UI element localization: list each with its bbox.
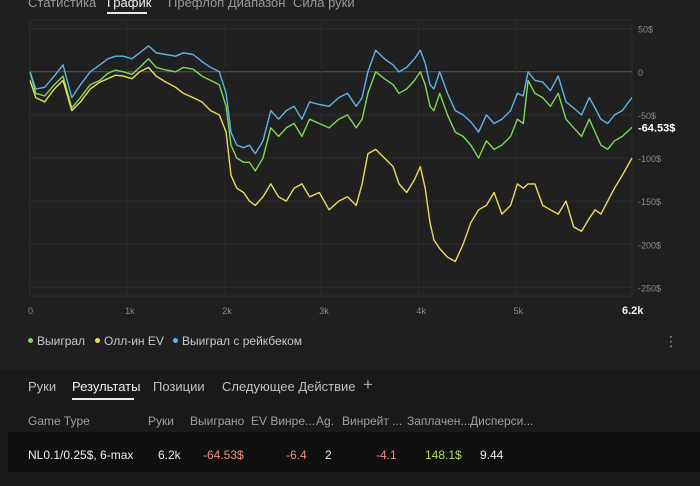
y-tick-label: -200$	[638, 240, 661, 250]
series-line-3	[29, 45, 633, 155]
legend-item-won-rakeback[interactable]: Выиграл с рейкбеком	[173, 334, 302, 348]
active-tab-indicator	[107, 12, 147, 14]
legend-dot-blue	[173, 338, 178, 344]
column-header-paid[interactable]: Заплачен...	[407, 414, 471, 428]
x-tick-label: 0	[28, 306, 33, 316]
legend-item-allin-ev[interactable]: Олл-ин EV	[95, 334, 164, 348]
results-panel: Руки Результаты Позиции Следующее Действ…	[0, 370, 700, 486]
y-tick-label: 0	[638, 68, 643, 78]
tab-positions[interactable]: Позиции	[153, 379, 205, 394]
more-vertical-icon[interactable]: ⋮	[664, 333, 678, 349]
column-header-won[interactable]: Выиграно	[190, 414, 245, 428]
top-tab-bar: Статистика График Префлоп Диапазон Сила …	[0, 0, 700, 14]
tab-preflop-range[interactable]: Префлоп Диапазон	[168, 0, 286, 10]
column-header-aggression[interactable]: Ag.	[316, 414, 335, 428]
legend-dot-yellow	[95, 338, 100, 344]
cell-ev-winrate: -6.4	[286, 448, 307, 462]
series-line-2	[29, 66, 633, 263]
x-tick-label: 4k	[416, 306, 426, 316]
table-row[interactable]: NL0.1/0.25$, 6-max 6.2k -64.53$ -6.4 2 -…	[8, 432, 700, 472]
cell-aggression: 2	[325, 448, 332, 462]
cell-winrate: -4.1	[376, 448, 397, 462]
y-tick-label: -100$	[638, 154, 661, 164]
active-subtab-indicator	[72, 398, 134, 400]
end-value-label: -64.53$	[638, 122, 675, 134]
column-header-ev-winrate[interactable]: EV Винре...	[251, 414, 316, 428]
y-tick-label: -250$	[638, 283, 661, 293]
y-tick-label: -150$	[638, 197, 661, 207]
tab-results[interactable]: Результаты	[72, 379, 141, 394]
cell-won: -64.53$	[203, 448, 244, 462]
results-graph: 50$ 0 -50$ -100$ -150$ -200$ -250$ 0 1k 2k 3k 4k 5k 6…	[0, 14, 700, 324]
legend-dot-green	[28, 338, 33, 344]
tab-graph[interactable]: График	[107, 0, 152, 10]
cell-game-type: NL0.1/0.25$, 6-max	[28, 448, 134, 462]
column-header-winrate[interactable]: Винрейт ...	[342, 414, 403, 428]
tab-hand-strength[interactable]: Сила руки	[293, 0, 355, 10]
x-tick-label: 5k	[513, 306, 523, 316]
y-tick-label: -50$	[638, 111, 656, 121]
results-chart: 50$ 0 -50$ -100$ -150$ -200$ -250$ 0 1k 2k 3k 4k 5k 6…	[28, 19, 675, 317]
cell-paid: 148.1$	[425, 448, 462, 462]
series-line-1	[29, 58, 633, 172]
legend-label-won: Выиграл	[37, 334, 86, 348]
legend-item-won[interactable]: Выиграл	[28, 334, 85, 348]
cell-hands: 6.2k	[158, 448, 181, 462]
x-tick-label: 3k	[319, 306, 329, 316]
x-tick-label: 6.2k	[622, 305, 644, 317]
column-header-hands[interactable]: Руки	[148, 414, 174, 428]
add-tab-icon[interactable]: +	[363, 375, 373, 394]
x-tick-label: 2k	[222, 306, 232, 316]
tab-statistics[interactable]: Статистика	[28, 0, 97, 10]
x-tick-label: 1k	[125, 306, 135, 316]
legend-label-won-rakeback: Выиграл с рейкбеком	[182, 334, 303, 348]
legend-label-allin-ev: Олл-ин EV	[104, 334, 164, 348]
tab-hands[interactable]: Руки	[28, 379, 57, 394]
column-header-game-type[interactable]: Game Type	[28, 414, 90, 428]
y-tick-label: 50$	[638, 25, 653, 35]
cell-variance: 9.44	[480, 448, 504, 462]
column-header-variance[interactable]: Дисперси...	[470, 414, 534, 428]
tab-next-action[interactable]: Следующее Действие	[222, 379, 356, 394]
